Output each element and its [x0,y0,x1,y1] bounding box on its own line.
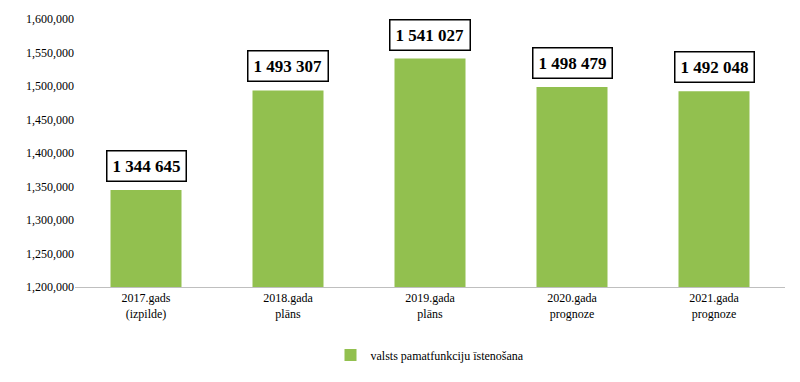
svg-text:2017.gads(izpilde): 2017.gads(izpilde) [122,291,171,321]
svg-text:1 492 048: 1 492 048 [681,58,749,77]
svg-text:valsts pamatfunkciju īstenošan: valsts pamatfunkciju īstenošana [371,349,524,363]
svg-text:2020.gadaprognoze: 2020.gadaprognoze [547,291,597,321]
svg-text:2018.gadaplāns: 2018.gadaplāns [263,291,313,321]
svg-text:1,250,000: 1,250,000 [26,247,74,261]
svg-text:1,300,000: 1,300,000 [26,213,74,227]
svg-text:1,550,000: 1,550,000 [26,46,74,60]
svg-text:1 498 479: 1 498 479 [539,54,607,73]
svg-text:1 344 645: 1 344 645 [113,157,181,176]
svg-text:1 541 027: 1 541 027 [396,26,465,45]
svg-text:1,450,000: 1,450,000 [26,113,74,127]
svg-text:2019.gadaplāns: 2019.gadaplāns [405,291,455,321]
svg-text:1,600,000: 1,600,000 [26,12,74,26]
svg-text:2021.gadaprognoze: 2021.gadaprognoze [689,291,739,321]
svg-text:1,200,000: 1,200,000 [26,280,74,294]
svg-text:1 493 307: 1 493 307 [254,57,323,76]
svg-text:1,350,000: 1,350,000 [26,180,74,194]
svg-text:1,500,000: 1,500,000 [26,79,74,93]
svg-text:1,400,000: 1,400,000 [26,146,74,160]
